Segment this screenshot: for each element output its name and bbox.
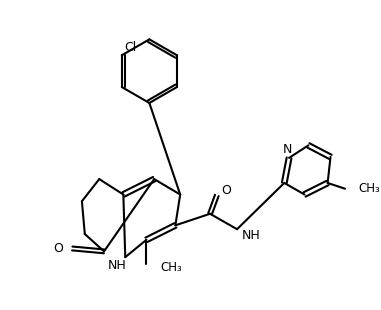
Text: N: N (282, 143, 292, 156)
Text: Cl: Cl (125, 41, 137, 54)
Text: O: O (222, 184, 232, 197)
Text: NH: NH (242, 229, 261, 242)
Text: CH₃: CH₃ (359, 182, 380, 195)
Text: NH: NH (108, 259, 127, 272)
Text: O: O (54, 242, 64, 255)
Text: CH₃: CH₃ (160, 261, 182, 274)
